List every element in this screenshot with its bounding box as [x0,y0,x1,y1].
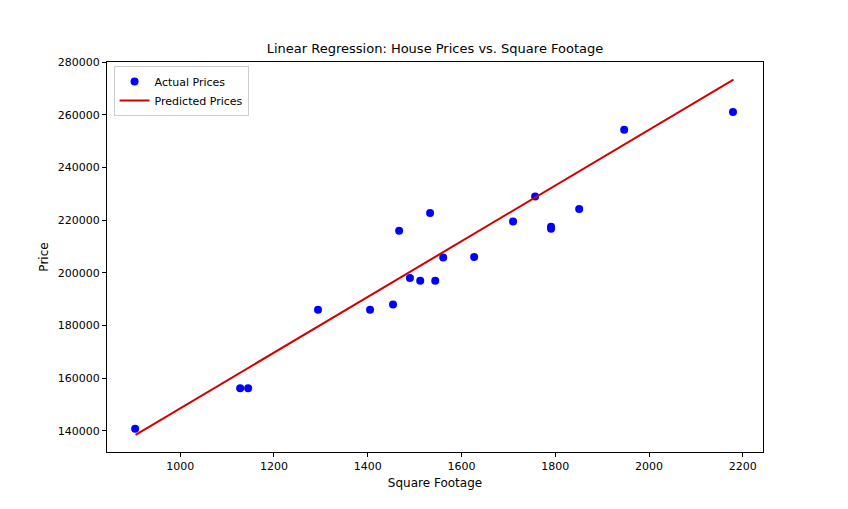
svg-text:1400: 1400 [354,460,382,473]
svg-text:2200: 2200 [729,460,757,473]
svg-text:180000: 180000 [58,319,100,332]
svg-text:Actual Prices: Actual Prices [155,76,226,89]
svg-text:Linear Regression: House Price: Linear Regression: House Prices vs. Squa… [267,41,604,56]
svg-text:Predicted Prices: Predicted Prices [155,95,243,108]
svg-text:1200: 1200 [260,460,288,473]
svg-text:1000: 1000 [166,460,194,473]
svg-text:220000: 220000 [58,214,100,227]
svg-text:1600: 1600 [447,460,475,473]
svg-text:280000: 280000 [58,56,100,69]
svg-text:Price: Price [37,242,51,271]
svg-text:1800: 1800 [541,460,569,473]
svg-text:140000: 140000 [58,425,100,438]
svg-text:260000: 260000 [58,109,100,122]
svg-text:2000: 2000 [635,460,663,473]
svg-text:200000: 200000 [58,267,100,280]
svg-text:160000: 160000 [58,372,100,385]
svg-text:Square Footage: Square Footage [388,476,482,490]
svg-text:240000: 240000 [58,161,100,174]
